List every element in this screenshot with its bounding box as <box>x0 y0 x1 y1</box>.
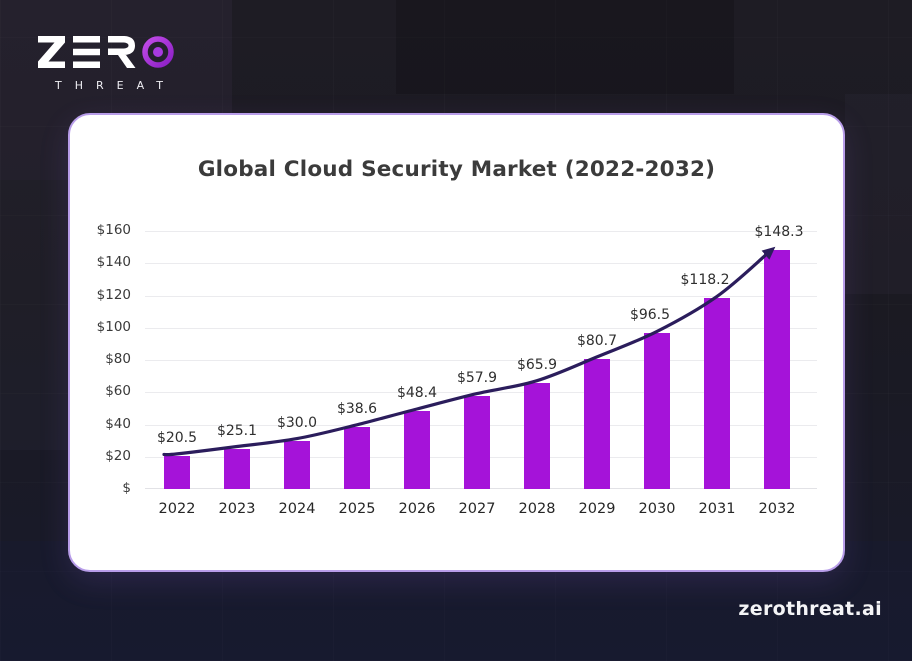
letter-r <box>108 36 136 68</box>
brand-name: ZERO <box>174 36 175 37</box>
letter-z <box>38 36 65 68</box>
value-label: $96.5 <box>629 307 671 324</box>
trend-line <box>162 246 776 457</box>
plot-area <box>145 231 817 489</box>
value-label: $148.3 <box>754 223 804 240</box>
bar-2028 <box>524 382 550 489</box>
value-label: $25.1 <box>216 422 258 439</box>
x-tick-label: 2028 <box>518 501 556 517</box>
x-tick-label: 2032 <box>758 501 796 517</box>
brand-logo: ZERO THREAT <box>38 36 176 92</box>
value-label: $118.2 <box>680 272 730 289</box>
y-tick-label: $80 <box>105 351 131 367</box>
gridline <box>145 231 817 232</box>
x-tick-label: 2024 <box>278 501 316 517</box>
y-tick-label: $60 <box>105 383 131 400</box>
y-tick-label: $100 <box>96 318 131 335</box>
x-tick-label: 2027 <box>458 501 496 517</box>
bar-2027 <box>464 395 490 489</box>
gridline <box>145 327 817 329</box>
y-tick-label: $120 <box>96 286 131 303</box>
chart-card: Global Cloud Security Market (2022-2032)… <box>68 113 845 572</box>
y-tick-label: $140 <box>96 254 131 271</box>
target-icon <box>142 36 174 68</box>
gridline <box>145 295 817 297</box>
bar-2032 <box>764 249 790 489</box>
value-label: $48.4 <box>396 384 438 401</box>
value-label: $30.0 <box>276 414 318 431</box>
value-label: $57.9 <box>456 369 498 386</box>
y-tick-label: $20 <box>105 447 131 464</box>
bar-2031 <box>704 298 730 489</box>
trend-path <box>162 246 776 457</box>
x-tick-label: 2023 <box>218 501 256 517</box>
letter-e <box>73 36 100 68</box>
background-patch <box>845 94 912 294</box>
x-tick-label: 2030 <box>638 501 676 517</box>
value-label: $80.7 <box>576 332 618 349</box>
bar-2024 <box>284 440 310 489</box>
value-label: $20.5 <box>156 429 198 446</box>
value-label: $38.6 <box>336 400 378 417</box>
site-url: zerothreat.ai <box>738 598 882 620</box>
y-tick-label: $40 <box>105 415 131 432</box>
y-tick-label: $160 <box>96 222 131 238</box>
y-tick-label: $ <box>122 480 131 496</box>
zero-logo-mark <box>38 36 174 68</box>
x-tick-label: 2025 <box>338 501 376 517</box>
gridline <box>145 263 817 265</box>
logo-subtext: THREAT <box>55 79 176 92</box>
gridline <box>145 360 817 361</box>
bar-2022 <box>164 455 190 489</box>
bar-2029 <box>584 358 610 489</box>
x-tick-label: 2031 <box>698 501 736 517</box>
x-tick-label: 2022 <box>158 501 196 517</box>
bar-2023 <box>224 448 250 489</box>
x-tick-label: 2029 <box>578 501 616 517</box>
bar-2026 <box>404 410 430 489</box>
value-label: $65.9 <box>516 356 558 373</box>
bar-2030 <box>644 333 670 489</box>
background-patch <box>396 0 734 94</box>
chart-title: Global Cloud Security Market (2022-2032) <box>197 157 716 182</box>
x-tick-label: 2026 <box>398 501 436 517</box>
bar-2025 <box>344 426 370 489</box>
